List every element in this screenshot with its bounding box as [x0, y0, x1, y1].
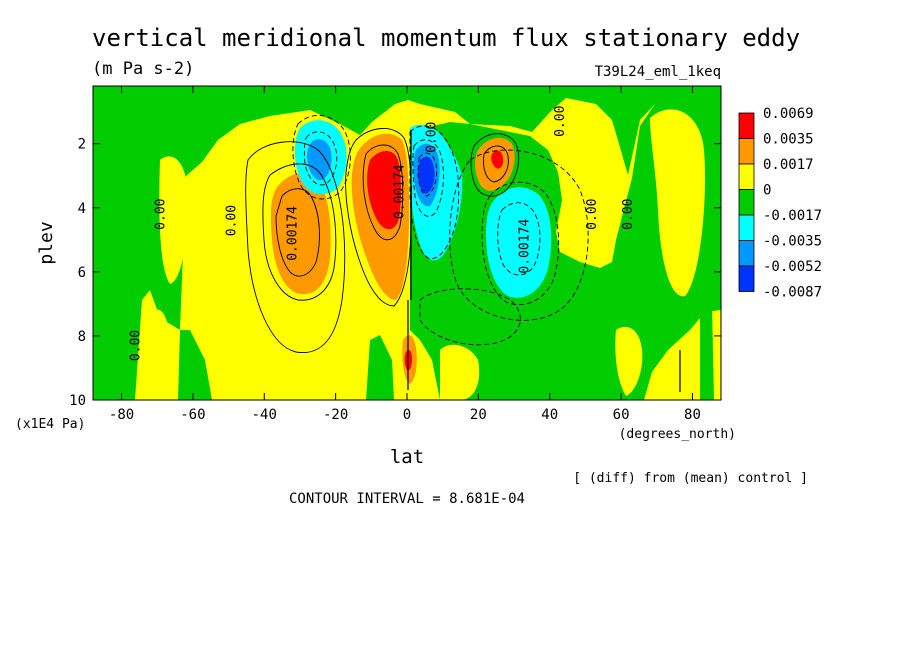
x-tick-label: 40: [541, 407, 558, 423]
max-core-nh: [491, 150, 504, 169]
colorbar-level-label: -0.0052: [763, 259, 822, 275]
contour-label: 0.00: [128, 330, 143, 361]
x-tick-label: 60: [613, 407, 630, 423]
pos-island-nh-1: [582, 128, 612, 242]
dashed-contour-nh-midlat-a: [481, 181, 560, 306]
contour-label: 0.00: [553, 106, 568, 137]
colorbar-swatch: [738, 189, 755, 216]
colorbar-level-label: 0.0035: [763, 132, 814, 148]
contour-interval: CONTOUR INTERVAL = 8.681E-04: [289, 491, 525, 507]
y-axis-units: (x1E4 Pa): [15, 417, 85, 432]
contour-line-nh-a: [470, 133, 520, 197]
contour-field: [93, 86, 721, 400]
x-tick-label: -40: [252, 407, 277, 423]
dashed-contour-sh-upper-b: [303, 131, 338, 186]
contour-label: 0.00: [153, 199, 168, 230]
colorbar-swatch: [738, 240, 755, 267]
contour-line-sh-a: [262, 163, 337, 301]
x-axis-units: (degrees_north): [619, 427, 736, 442]
y-tick-label: 6: [78, 265, 86, 281]
pos-island-nh-4: [615, 326, 643, 396]
colorbar-level-label: 0: [763, 183, 771, 199]
pos-island-sh-1: [159, 156, 188, 284]
x-tick-label: -20: [323, 407, 348, 423]
colorbar-swatch: [738, 163, 755, 190]
y-tick-label: 8: [78, 329, 86, 345]
contour-label: 0.00174: [517, 219, 532, 274]
neg-region-equator-low: [366, 335, 394, 400]
dashed-contour-nh-subtropic-c: [417, 152, 437, 197]
neg-region-upper-band: [93, 86, 721, 400]
contour-label: 0.00: [425, 122, 440, 153]
pos-region-sh-midlat: [270, 172, 331, 295]
min-core-sh-upper: [307, 139, 332, 181]
footer-note: [ (diff) from (mean) control ]: [573, 471, 808, 486]
colorbar-swatch: [738, 214, 755, 241]
colorbar-level-label: 0.0069: [763, 106, 814, 122]
y-axis-label: plev: [36, 221, 57, 264]
dashed-contour-nh-subtropic-a: [409, 125, 460, 260]
neg-region-nh-midlat: [486, 187, 552, 298]
x-axis-label: lat: [390, 446, 424, 468]
contour-label: 0.00174: [285, 206, 300, 261]
contour-line-sh-outer: [245, 141, 346, 354]
dashed-contour-nh-midlat-b: [497, 202, 541, 276]
min-core-nh-subtropic-deep: [418, 156, 435, 194]
y-tick-label: 2: [78, 137, 86, 153]
contour-label: 0.00: [621, 199, 636, 230]
colorbar-level-label: -0.0035: [763, 234, 822, 250]
contour-label: 0.00174: [392, 164, 407, 219]
contour-label: 0.00: [225, 205, 240, 236]
chart-title: vertical meridional momentum flux statio…: [92, 24, 800, 52]
neg-region-sh-thin: [104, 180, 118, 330]
pos-island-nh-3: [440, 344, 480, 400]
contour-line-nh-b: [483, 145, 509, 183]
x-tick-label: 0: [403, 407, 411, 423]
equator-contour-lines: [407, 130, 681, 392]
y-tick-label: 4: [78, 201, 86, 217]
x-tick-label: -60: [180, 407, 205, 423]
run-label: T39L24_eml_1keq: [595, 64, 721, 80]
max-core-subtropics: [367, 151, 401, 230]
colorbar-swatch: [738, 265, 755, 292]
colorbar: 0.0069 0.0035 0.0017 0 -0.0017 -0.0035 -0.0052…: [738, 106, 822, 301]
y-axis: 2 4 6 8 10: [69, 137, 721, 409]
dashed-contour-nh-outer: [449, 149, 589, 321]
dashed-contour-nh-subtropic-b: [412, 139, 444, 217]
pos-island-nh-2: [650, 109, 706, 297]
contour-labels: 0.00 0.00 0.00 0.00 0.00174 0.00174 0.00174 0.0…: [128, 106, 635, 362]
y-tick-label: 10: [69, 393, 86, 409]
chart-units: (m Pa s-2): [92, 59, 194, 79]
neg-region-sh-lower: [178, 330, 212, 400]
colorbar-swatch: [738, 138, 755, 165]
colorbar-level-label: 0.0017: [763, 157, 814, 173]
x-axis: -80 -60 -40 -20 0 20 40 60 80: [109, 86, 701, 423]
x-tick-label: -80: [109, 407, 134, 423]
contour-line-sh-b: [275, 188, 320, 277]
neg-region-nh-far: [700, 300, 714, 400]
contour-line-subtropic-a: [345, 128, 412, 307]
contour-label: 0.00: [585, 199, 600, 230]
contour-line-subtropic-b: [362, 144, 404, 241]
pos-island-sh-2: [149, 309, 171, 400]
colorbar-level-label: -0.0017: [763, 208, 822, 224]
x-tick-label: 20: [470, 407, 487, 423]
contour-lines: [245, 128, 520, 354]
colorbar-swatch: [738, 112, 755, 139]
dashed-contours: [292, 115, 589, 346]
x-tick-label: 80: [684, 407, 701, 423]
colorbar-level-label: -0.0087: [763, 285, 822, 301]
dashed-contour-nh-low: [419, 288, 521, 346]
